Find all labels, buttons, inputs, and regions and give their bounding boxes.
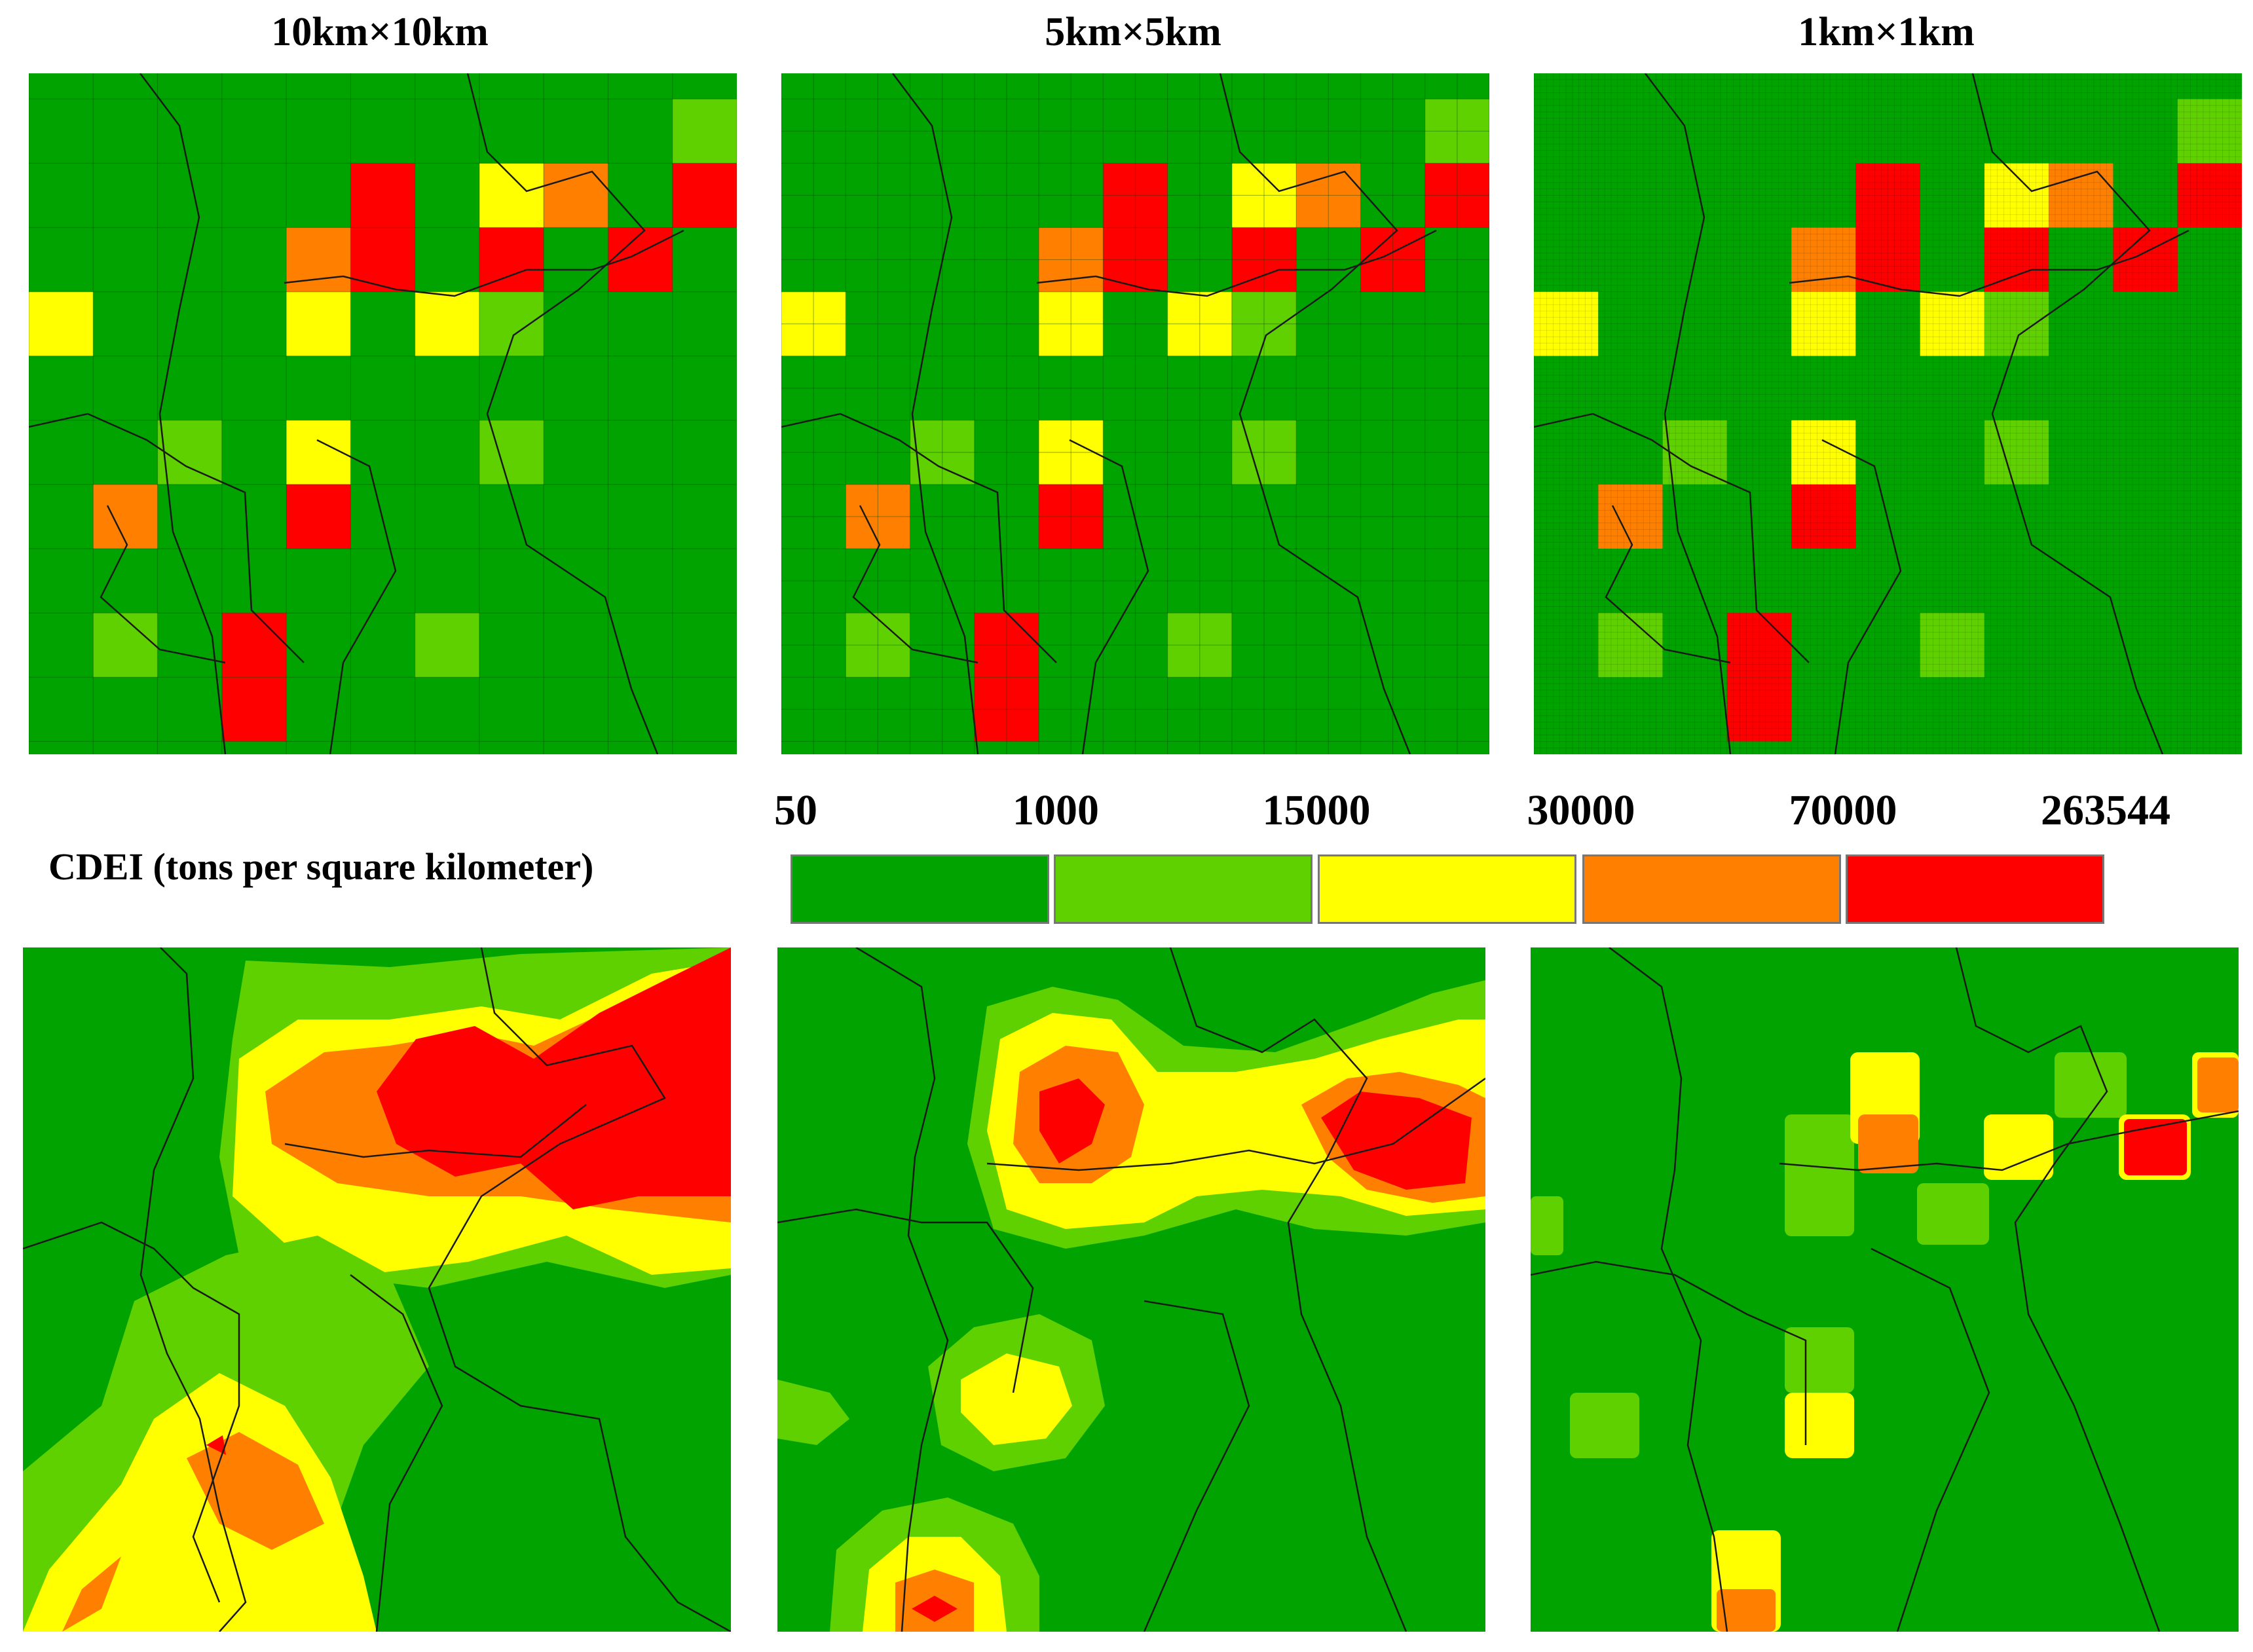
grid-cell-12 [1231, 291, 1297, 356]
map-grid-5km [781, 73, 1489, 754]
grid-cell-2 [479, 163, 544, 228]
grid-cell-16 [1598, 484, 1663, 549]
boundary-line-0 [140, 73, 227, 754]
grid-cell-8 [608, 227, 673, 292]
legend-break-4: 70000 [1789, 786, 1897, 834]
grid-cell-0 [672, 99, 737, 164]
grid-cell-20 [1167, 613, 1232, 678]
grid-cell-12 [1984, 291, 2049, 356]
grid-cell-17 [1039, 484, 1104, 549]
grid-cell-17 [286, 484, 351, 549]
grid-cell-13 [1662, 420, 1727, 485]
grid-cell-16 [93, 484, 158, 549]
boundary-line-0 [1645, 73, 1732, 754]
boundary-line-5 [1605, 505, 1731, 664]
grid-cell-1 [350, 163, 415, 228]
legend-swatch-3 [1582, 854, 1841, 924]
grid-cell-7 [1984, 227, 2049, 292]
map-surface-5km [777, 947, 1485, 1632]
grid-cell-10 [286, 291, 351, 356]
grid-cell-10 [1039, 291, 1104, 356]
grid-cell-21 [221, 677, 287, 742]
grid-cell-3 [544, 163, 608, 228]
title-1km: 1km×1km [1798, 10, 1975, 54]
grid-cell-15 [1231, 420, 1297, 485]
grid-cell-16 [846, 484, 910, 549]
map-grid-10km [29, 73, 737, 754]
grid-cell-1 [1103, 163, 1168, 228]
legend-break-2: 15000 [1262, 786, 1371, 834]
grid-cell-18 [846, 613, 910, 678]
boundary-line-0 [892, 73, 979, 754]
boundary-line-3 [1789, 229, 2189, 297]
map-grid-1km [1534, 73, 2242, 754]
grid-cell-0 [1424, 99, 1489, 164]
boundary-line-2 [1971, 73, 2164, 754]
legend-break-5: 263544 [2041, 786, 2170, 834]
boundary-line-5 [852, 505, 978, 664]
grid-cell-20 [1920, 613, 1984, 678]
grid-cell-15 [1984, 420, 2049, 485]
grid-cell-4 [672, 163, 737, 228]
boundary-line-3 [1036, 229, 1437, 297]
grid-cell-18 [93, 613, 158, 678]
boundary-line-4 [1069, 439, 1149, 754]
grid-cell-19 [1726, 613, 1792, 678]
grid-cell-8 [1360, 227, 1425, 292]
grid-cell-21 [1726, 677, 1792, 742]
boundary-line-2 [1219, 73, 1411, 754]
grid-cell-6 [350, 227, 415, 292]
title-10km: 10km×10km [271, 10, 489, 54]
grid-cell-15 [479, 420, 544, 485]
boundary-line-4 [1821, 439, 1902, 754]
grid-cell-9 [781, 291, 846, 356]
legend-swatch-2 [1318, 854, 1576, 924]
grid-cell-3 [1296, 163, 1361, 228]
legend-title: CDEI (tons per square kilometer) [48, 845, 594, 888]
grid-cell-2 [1231, 163, 1297, 228]
legend-break-0: 50 [774, 786, 817, 834]
boundary-line-1 [1534, 413, 1810, 663]
legend-swatch-1 [1054, 854, 1313, 924]
grid-cell-7 [1231, 227, 1297, 292]
grid-cell-12 [479, 291, 544, 356]
boundary-line-1 [781, 413, 1057, 663]
grid-cell-20 [415, 613, 479, 678]
boundary-line-5 [100, 505, 226, 664]
grid-cell-11 [1920, 291, 1984, 356]
legend-break-1: 1000 [1013, 786, 1099, 834]
grid-cell-7 [479, 227, 544, 292]
grid-cell-11 [415, 291, 479, 356]
legend-swatch-0 [791, 854, 1049, 924]
grid-cell-11 [1167, 291, 1232, 356]
grid-cell-21 [974, 677, 1039, 742]
boundary-line-1 [29, 413, 305, 663]
grid-cell-1 [1855, 163, 1920, 228]
boundary-line-2 [466, 73, 659, 754]
grid-cell-8 [2113, 227, 2178, 292]
map-surface-10km [23, 947, 731, 1632]
grid-cell-17 [1791, 484, 1856, 549]
grid-cell-4 [2177, 163, 2242, 228]
grid-cell-2 [1984, 163, 2049, 228]
grid-cell-3 [2049, 163, 2113, 228]
legend-swatch-4 [1846, 854, 2104, 924]
grid-cell-0 [2177, 99, 2242, 164]
grid-cell-13 [157, 420, 222, 485]
boundary-line-4 [316, 439, 397, 754]
grid-cell-18 [1598, 613, 1663, 678]
grid-cell-19 [974, 613, 1039, 678]
grid-cell-10 [1791, 291, 1856, 356]
legend-break-3: 30000 [1527, 786, 1635, 834]
grid-cell-4 [1424, 163, 1489, 228]
grid-cell-9 [1534, 291, 1599, 356]
title-5km: 5km×5km [1045, 10, 1221, 54]
grid-cell-13 [910, 420, 975, 485]
map-surface-1km [1531, 947, 2239, 1632]
grid-cell-19 [221, 613, 287, 678]
boundary-line-3 [284, 229, 684, 297]
grid-cell-9 [29, 291, 94, 356]
